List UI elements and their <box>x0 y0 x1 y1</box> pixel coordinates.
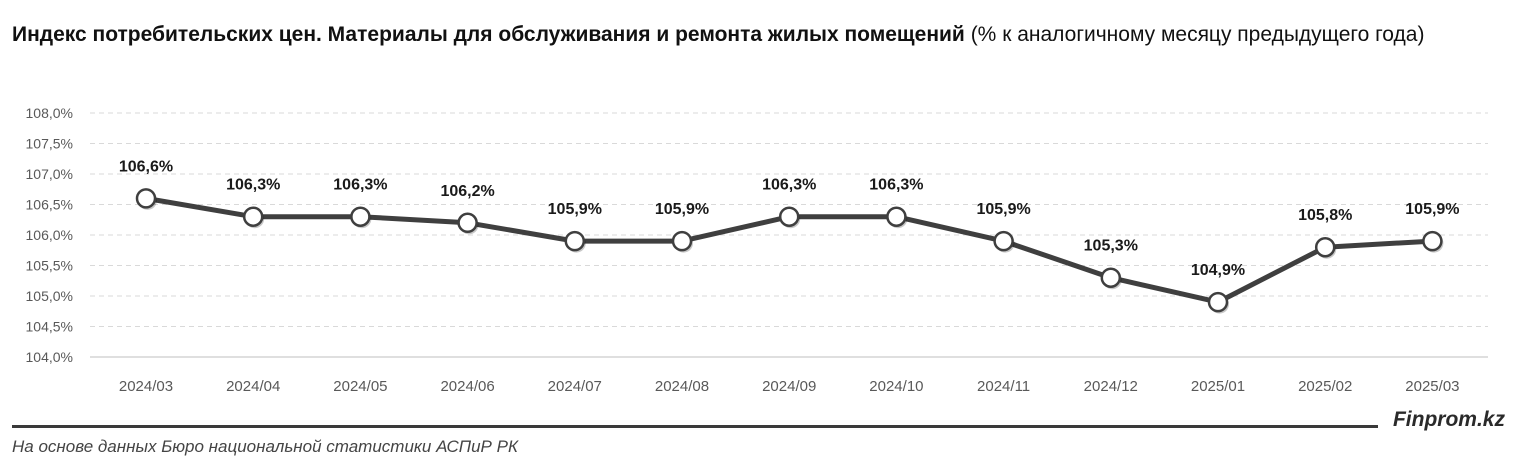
data-point <box>564 230 586 252</box>
data-label: 105,9% <box>976 201 1030 218</box>
data-label: 106,2% <box>440 183 494 200</box>
data-label: 106,6% <box>119 158 173 175</box>
source-note: На основе данных Бюро национальной стати… <box>12 437 518 456</box>
x-tick-label: 2024/10 <box>869 378 923 395</box>
data-point <box>242 206 264 227</box>
data-label: 106,3% <box>333 177 387 194</box>
chart-title: Индекс потребительских цен. Материалы дл… <box>12 18 1492 51</box>
y-tick-label: 106,0% <box>26 227 73 243</box>
y-tick-label: 107,5% <box>26 136 73 152</box>
data-label: 105,3% <box>1084 238 1138 255</box>
data-point <box>671 230 693 252</box>
data-point <box>1207 291 1229 313</box>
data-point <box>993 230 1014 252</box>
data-point <box>778 206 800 227</box>
data-label: 106,3% <box>762 177 816 194</box>
data-label: 105,8% <box>1298 207 1352 224</box>
y-tick-label: 108,0% <box>26 105 73 121</box>
data-point <box>1422 230 1443 252</box>
x-tick-label: 2024/06 <box>440 378 494 395</box>
title-unit: (% к аналогичному месяцу предыдущего год… <box>970 23 1425 46</box>
brand-logo-text: Finprom.kz <box>1392 408 1505 431</box>
y-tick-label: 104,5% <box>26 319 73 335</box>
x-tick-label: 2025/02 <box>1298 378 1352 395</box>
data-label: 106,3% <box>869 177 923 194</box>
data-label: 104,9% <box>1191 262 1245 279</box>
x-tick-label: 2024/07 <box>548 378 602 395</box>
data-point <box>135 188 157 209</box>
data-point <box>1314 236 1336 258</box>
y-tick-label: 105,5% <box>26 258 73 274</box>
x-tick-label: 2024/08 <box>655 378 709 395</box>
x-tick-label: 2024/12 <box>1084 378 1138 395</box>
data-point <box>1100 267 1122 288</box>
data-point <box>886 206 907 227</box>
data-label: 106,3% <box>226 177 280 194</box>
data-label: 105,9% <box>548 201 602 218</box>
x-tick-label: 2024/04 <box>226 378 280 395</box>
x-tick-label: 2025/03 <box>1405 378 1459 395</box>
data-label: 105,9% <box>655 201 709 218</box>
y-tick-label: 105,0% <box>26 288 73 304</box>
x-tick-label: 2024/11 <box>977 378 1030 395</box>
data-point <box>457 212 478 234</box>
y-tick-label: 104,0% <box>26 349 73 365</box>
title-main: Индекс потребительских цен. Материалы дл… <box>12 23 965 46</box>
x-tick-label: 2025/01 <box>1191 378 1245 395</box>
x-tick-label: 2024/03 <box>119 378 173 395</box>
x-tick-label: 2024/09 <box>762 378 816 395</box>
y-tick-label: 106,5% <box>26 197 73 213</box>
data-point <box>350 206 371 227</box>
y-tick-label: 107,0% <box>26 166 73 182</box>
footer-divider <box>12 425 1378 428</box>
data-label: 105,9% <box>1405 201 1459 218</box>
x-tick-label: 2024/05 <box>333 378 387 395</box>
